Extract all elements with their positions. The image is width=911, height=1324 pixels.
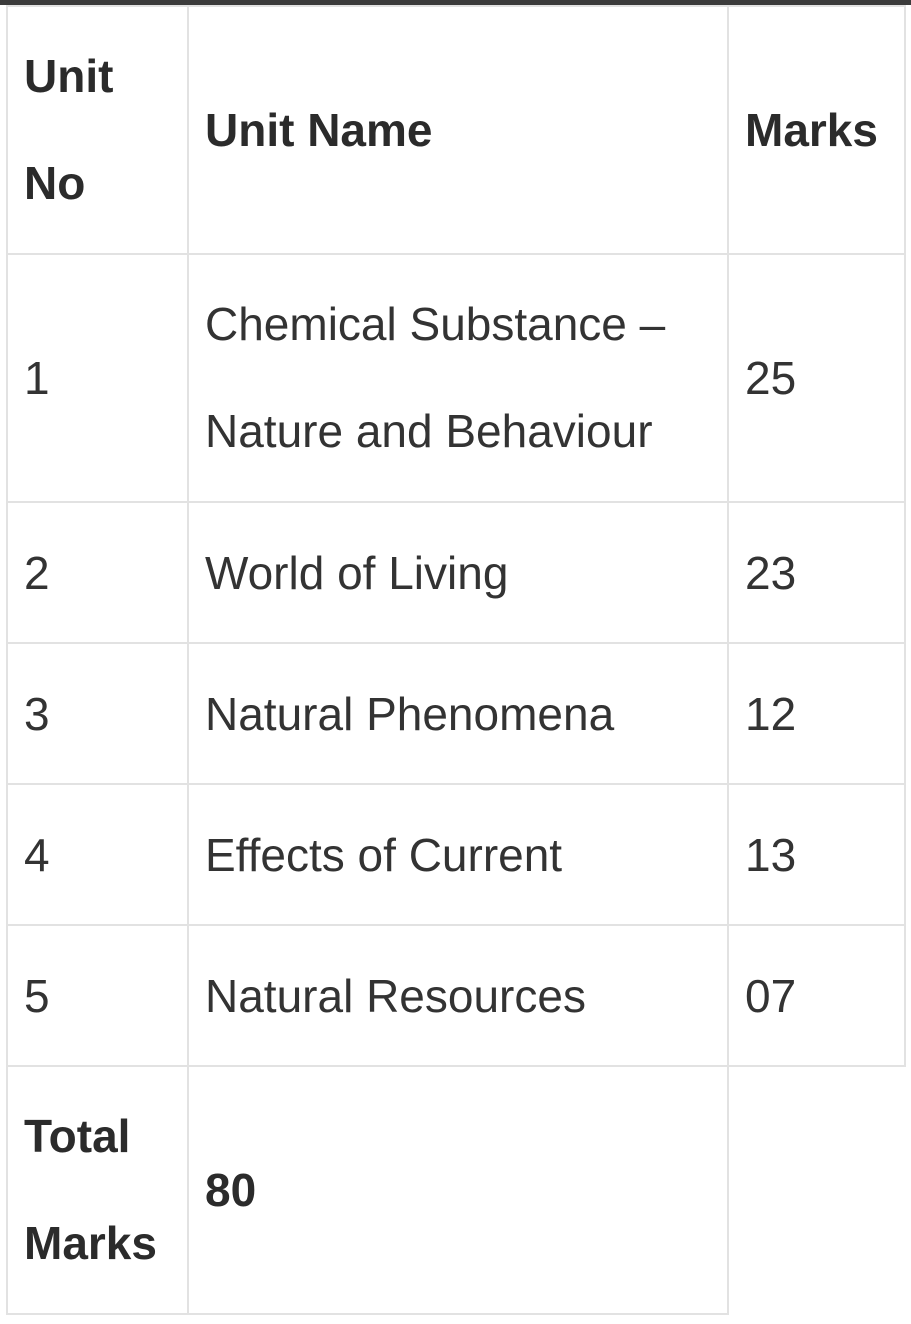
cell-unit-no: 2 <box>6 501 189 644</box>
unit-marks-table: Unit No Unit Name Marks 1 Chemical Subst… <box>6 5 906 1315</box>
cell-unit-name: Natural Resources <box>187 924 729 1067</box>
cell-unit-name: Effects of Current <box>187 783 729 926</box>
cell-unit-name-line-2: Nature and Behaviour <box>205 405 653 457</box>
cell-marks: 13 <box>727 783 906 926</box>
table-row: 5 Natural Resources 07 <box>6 924 906 1067</box>
table-row: 3 Natural Phenomena 12 <box>6 642 906 785</box>
cell-unit-no: 4 <box>6 783 189 926</box>
cell-marks: 23 <box>727 501 906 644</box>
cell-unit-no: 1 <box>6 253 189 503</box>
cell-unit-name: Chemical Substance – Nature and Behaviou… <box>187 253 729 503</box>
cell-unit-no: 3 <box>6 642 189 785</box>
cell-unit-name: Natural Phenomena <box>187 642 729 785</box>
total-empty-cell <box>727 1066 905 1314</box>
header-unit-name: Unit Name <box>187 5 729 255</box>
total-label-line-2: Marks <box>24 1217 157 1269</box>
header-unit-no-line-2: No <box>24 157 86 209</box>
total-label: Total Marks <box>6 1065 189 1315</box>
header-unit-no: Unit No <box>6 5 189 255</box>
header-marks: Marks <box>727 5 906 255</box>
total-label-line-1: Total <box>24 1110 131 1162</box>
table-row: 1 Chemical Substance – Nature and Behavi… <box>6 253 906 503</box>
total-value: 80 <box>187 1065 729 1315</box>
total-row: Total Marks 80 <box>6 1065 905 1315</box>
table-row: 2 World of Living 23 <box>6 501 906 644</box>
cell-marks: 12 <box>727 642 906 785</box>
cell-unit-no: 5 <box>6 924 189 1067</box>
cell-unit-name: World of Living <box>187 501 729 644</box>
cell-marks: 07 <box>727 924 906 1067</box>
cell-unit-name-line-1: Chemical Substance – <box>205 298 666 350</box>
cell-marks: 25 <box>727 253 906 503</box>
table-row: 4 Effects of Current 13 <box>6 783 906 926</box>
table-header-row: Unit No Unit Name Marks <box>6 5 906 255</box>
top-border-rule <box>0 0 911 5</box>
header-unit-no-line-1: Unit <box>24 50 114 102</box>
